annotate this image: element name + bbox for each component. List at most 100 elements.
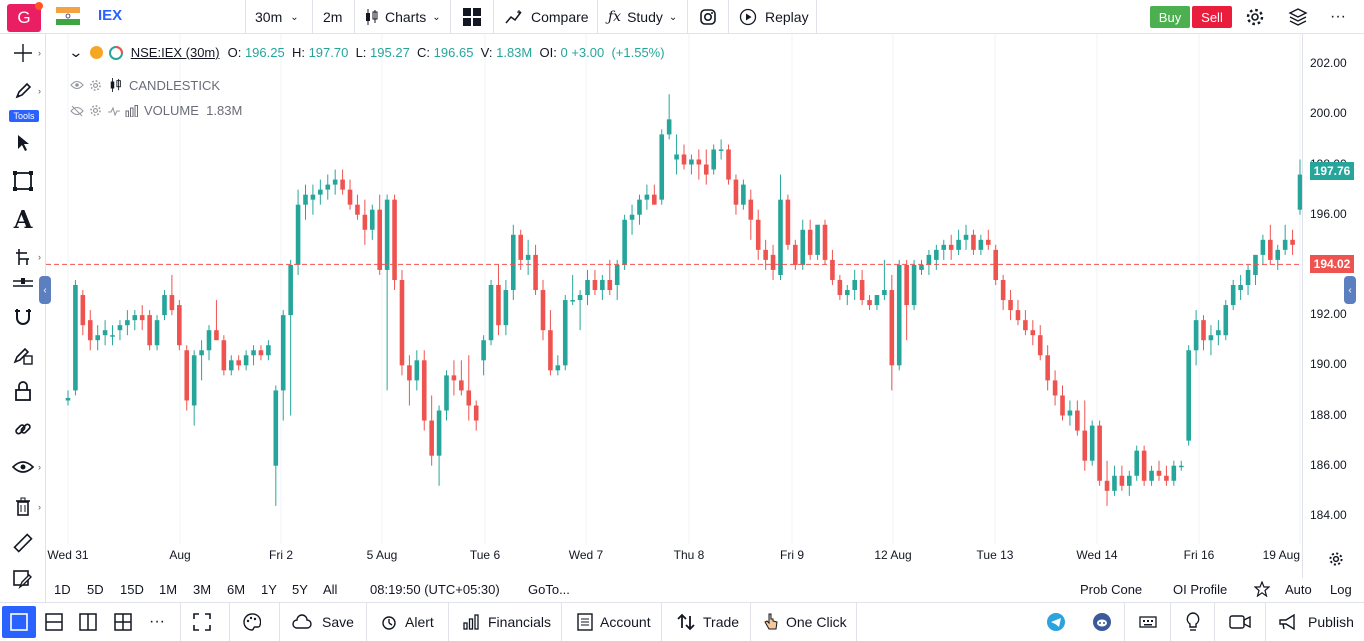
range-3m[interactable]: 3M xyxy=(193,582,212,597)
divider xyxy=(687,0,688,34)
financials-button[interactable]: Financials xyxy=(462,603,551,641)
favorite-button[interactable] xyxy=(1253,580,1271,600)
pencil-tool[interactable]: › xyxy=(0,74,46,108)
candle-body xyxy=(132,315,138,321)
keyboard-button[interactable] xyxy=(1139,603,1157,641)
collapse-chevron-icon[interactable]: ⌄ xyxy=(68,44,84,60)
divider xyxy=(1124,603,1125,641)
account-button[interactable]: Account xyxy=(577,603,651,641)
settings-button[interactable] xyxy=(1245,0,1265,34)
layout-button[interactable] xyxy=(462,0,482,34)
candle-body xyxy=(1052,380,1058,396)
status-dot xyxy=(89,46,103,59)
left-collapse-handle[interactable]: ‹ xyxy=(39,276,51,304)
log-scale-button[interactable]: Log xyxy=(1330,582,1352,597)
symbol-legend[interactable]: NSE:IEX (30m) xyxy=(130,45,220,60)
range-all[interactable]: All xyxy=(323,582,338,597)
eye-icon[interactable] xyxy=(70,80,84,90)
layout-vertical-button[interactable] xyxy=(78,603,98,641)
chevron-down-icon: ⌄ xyxy=(432,11,441,23)
layout-quad-button[interactable] xyxy=(113,603,133,641)
candle-body xyxy=(251,350,256,356)
candle-body xyxy=(1253,254,1258,275)
replay-button[interactable]: Replay xyxy=(739,0,809,34)
clock-time[interactable]: 08:19:50 (UTC+05:30) xyxy=(370,582,500,597)
auto-scale-button[interactable]: Auto xyxy=(1285,582,1312,597)
gear-icon[interactable] xyxy=(89,79,102,92)
prob-cone-button[interactable]: Prob Cone xyxy=(1080,582,1143,597)
more-options-button[interactable]: ··· xyxy=(1330,0,1346,34)
interval-select[interactable]: 30m ⌄ xyxy=(255,0,299,34)
split-vertical-icon xyxy=(79,613,97,631)
price-chart[interactable] xyxy=(46,34,1302,544)
time-tick-label: Fri 9 xyxy=(780,548,804,562)
publish-button[interactable]: Publish xyxy=(1278,603,1354,641)
lock-tool[interactable] xyxy=(0,374,46,408)
ideas-button[interactable] xyxy=(1185,603,1201,641)
interval-2m-button[interactable]: 2m xyxy=(323,0,342,34)
visibility-tool[interactable]: › xyxy=(0,450,46,484)
link-tool[interactable] xyxy=(0,412,46,446)
trade-button[interactable]: Trade xyxy=(677,603,739,641)
alert-price-tag[interactable]: 194.02 xyxy=(1310,255,1354,274)
one-click-button[interactable]: One Click xyxy=(764,603,847,641)
telegram-button[interactable] xyxy=(1046,603,1066,641)
alert-button[interactable]: Alert xyxy=(380,603,434,641)
delete-tool[interactable]: › xyxy=(0,490,46,524)
crosshair-tool[interactable]: › xyxy=(0,36,46,70)
ruler-tool[interactable] xyxy=(0,526,46,560)
range-5d[interactable]: 5D xyxy=(87,582,104,597)
goto-button[interactable]: GoTo... xyxy=(528,582,570,597)
discord-icon xyxy=(1093,613,1111,631)
study-button[interactable]: ƒx Study ⌄ xyxy=(608,0,677,34)
layout-horizontal-button[interactable] xyxy=(44,603,64,641)
instagram-button[interactable] xyxy=(699,0,717,34)
layers-button[interactable] xyxy=(1288,0,1308,34)
candlestick-icon xyxy=(366,9,378,25)
candle-body xyxy=(755,219,761,250)
fullscreen-button[interactable] xyxy=(193,603,211,641)
range-5y[interactable]: 5Y xyxy=(292,582,308,597)
video-button[interactable] xyxy=(1229,603,1251,641)
alert-label: Alert xyxy=(405,614,434,630)
lock-draw-tool[interactable] xyxy=(0,338,46,372)
candle-body xyxy=(421,360,427,421)
fibonacci-tool[interactable]: › xyxy=(0,240,46,274)
text-tool[interactable]: A xyxy=(0,202,46,236)
range-1y[interactable]: 1Y xyxy=(261,582,277,597)
range-1d[interactable]: 1D xyxy=(54,582,71,597)
layout-single-button[interactable] xyxy=(2,606,36,638)
discord-button[interactable] xyxy=(1092,603,1112,641)
more-layouts-button[interactable]: ··· xyxy=(149,603,165,641)
magnet-tool[interactable] xyxy=(0,300,46,334)
charts-type-button[interactable]: Charts ⌄ xyxy=(364,0,441,34)
range-15d[interactable]: 15D xyxy=(120,582,144,597)
candle-body xyxy=(459,380,464,391)
price-axis[interactable] xyxy=(1302,34,1364,578)
rectangle-tool[interactable] xyxy=(0,164,46,198)
chart-settings-button[interactable] xyxy=(1328,551,1344,572)
compare-button[interactable]: Compare xyxy=(505,0,589,34)
right-collapse-handle[interactable]: ‹ xyxy=(1344,276,1356,304)
theme-button[interactable] xyxy=(243,603,261,641)
single-pane-icon xyxy=(10,613,28,631)
eye-off-icon[interactable] xyxy=(70,105,84,117)
candle-body xyxy=(837,279,843,296)
range-6m[interactable]: 6M xyxy=(227,582,246,597)
oi-profile-button[interactable]: OI Profile xyxy=(1173,582,1228,597)
range-1m[interactable]: 1M xyxy=(159,582,178,597)
candle-body xyxy=(1193,320,1199,351)
symbol-search[interactable]: IEX xyxy=(98,7,123,24)
layers-icon xyxy=(1288,8,1308,26)
buy-button[interactable]: Buy xyxy=(1150,6,1190,28)
measure-tool[interactable] xyxy=(0,274,46,292)
candle-body xyxy=(659,134,665,200)
cursor-tool[interactable] xyxy=(0,126,46,160)
candle-body xyxy=(592,279,598,291)
price-tick-label: 200.00 xyxy=(1310,106,1347,121)
templates-tool[interactable] xyxy=(0,562,46,596)
save-button[interactable]: Save xyxy=(292,603,354,641)
sell-button[interactable]: Sell xyxy=(1192,6,1232,28)
gear-icon[interactable] xyxy=(89,104,102,117)
user-avatar[interactable]: G xyxy=(7,2,43,32)
